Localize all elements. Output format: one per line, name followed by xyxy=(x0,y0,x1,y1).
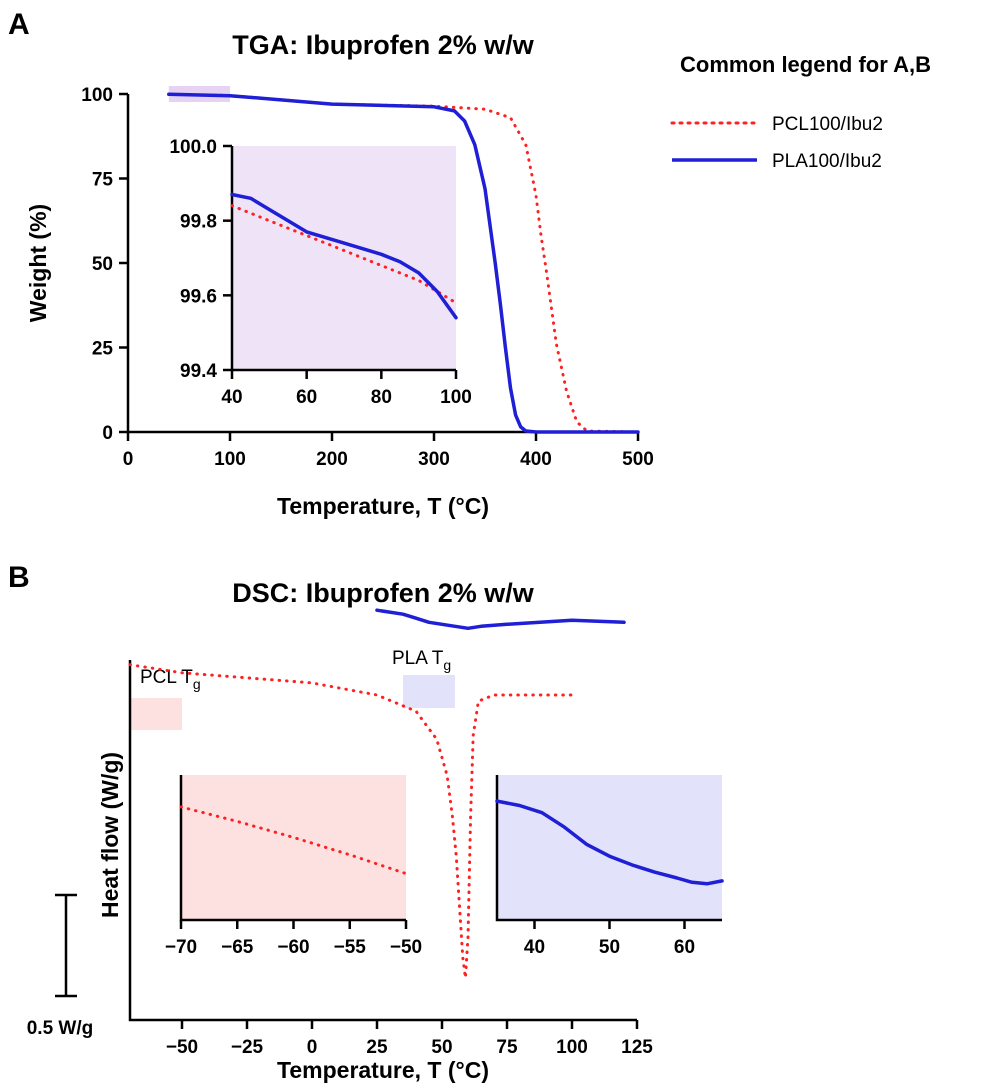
scale-bar-label: 0.5 W/g xyxy=(27,1018,94,1039)
dsc-inset-pla-axes xyxy=(495,775,722,922)
pla-tg-region xyxy=(403,675,455,708)
tga-x-axis-label: Temperature, T (°C) xyxy=(277,493,489,519)
pcl-tg-region xyxy=(130,698,182,730)
dsc-inset-pcl-series xyxy=(179,805,408,876)
panel-label-b: B xyxy=(8,561,30,594)
tga-inset-y-tick-label-1: 99.6 xyxy=(180,286,217,307)
tga-y-tick-label-2: 50 xyxy=(92,254,113,275)
dsc-x-tick-label-6: 100 xyxy=(556,1037,588,1058)
tga-x-tick-label-4: 400 xyxy=(520,449,552,470)
tga-x-tick-label-0: 0 xyxy=(123,449,134,470)
dsc-x-tick-label-0: −50 xyxy=(166,1037,198,1058)
pcl-tg-label: PCL Tg xyxy=(140,667,201,692)
dsc-x-tick-label-4: 50 xyxy=(431,1037,452,1058)
tga-inset-x-tick-label-3: 100 xyxy=(440,387,472,408)
dsc-inset-pla-background xyxy=(497,775,722,920)
scale-bar: 0.5 W/g xyxy=(27,893,94,1039)
dsc-inset-pcl-x-tick-label-2: −60 xyxy=(277,937,309,958)
dsc-x-tick-label-5: 75 xyxy=(496,1037,518,1058)
tga-y-tick-label-0: 0 xyxy=(102,423,113,444)
dsc-inset-pla-x-tick-label-1: 50 xyxy=(599,937,620,958)
tga-y-axis-label: Weight (%) xyxy=(25,204,51,322)
dsc-title: DSC: Ibuprofen 2% w/w xyxy=(232,578,535,608)
legend-pla-label: PLA100/Ibu2 xyxy=(772,151,882,172)
dsc-x-axis-label: Temperature, T (°C) xyxy=(277,1057,489,1083)
dsc-y-axis-label: Heat flow (W/g) xyxy=(97,752,123,918)
tga-inset-y-tick-label-3: 100.0 xyxy=(169,137,217,158)
dsc-inset-pla-x-tick-label-2: 60 xyxy=(674,937,695,958)
dsc-inset-pla-x-tick-label-0: 40 xyxy=(524,937,545,958)
dsc-inset-pcl-background xyxy=(181,775,406,920)
tga-x-tick-label-1: 100 xyxy=(214,449,246,470)
tga-inset-background xyxy=(232,146,456,370)
tga-x-tick-label-2: 200 xyxy=(316,449,348,470)
pla-tg-label: PLA Tg xyxy=(392,648,451,673)
tga-inset-x-tick-label-1: 60 xyxy=(296,387,317,408)
tga-y-tick-label-4: 100 xyxy=(81,85,113,106)
dsc-inset-pcl-x-tick-label-3: −55 xyxy=(334,937,367,958)
tga-inset-series-pcl xyxy=(230,204,458,305)
tga-inset-x-tick-label-2: 80 xyxy=(371,387,392,408)
tga-inset-series-pla xyxy=(230,192,458,320)
dsc-series-pla xyxy=(375,608,626,631)
panel-label-a: A xyxy=(8,8,30,41)
tga-series-pla xyxy=(167,92,640,434)
dsc-x-tick-label-3: 25 xyxy=(366,1037,388,1058)
dsc-inset-pla-series xyxy=(495,799,724,886)
dsc-x-tick-label-7: 125 xyxy=(621,1037,653,1058)
dsc-inset-pcl-x-tick-label-4: −50 xyxy=(390,937,422,958)
tga-inset-x-tick-label-0: 40 xyxy=(221,387,242,408)
tga-title: TGA: Ibuprofen 2% w/w xyxy=(232,30,534,60)
legend-pcl-label: PCL100/Ibu2 xyxy=(772,114,883,135)
dsc-axes xyxy=(128,660,637,1022)
legend-title: Common legend for A,B xyxy=(680,52,931,77)
dsc-inset-pcl-x-tick-label-0: −70 xyxy=(165,937,197,958)
tga-y-tick-label-3: 75 xyxy=(92,170,114,191)
dsc-inset-pcl-x-tick-label-1: −65 xyxy=(221,937,254,958)
tga-x-tick-label-3: 300 xyxy=(418,449,450,470)
tga-inset-y-tick-label-0: 99.4 xyxy=(180,361,217,382)
tga-inset-y-tick-label-2: 99.8 xyxy=(180,212,217,233)
legend: Common legend for A,B PCL100/Ibu2 PLA100… xyxy=(670,52,931,172)
tga-y-tick-label-1: 25 xyxy=(92,339,114,360)
tga-x-tick-label-5: 500 xyxy=(622,449,654,470)
dsc-x-tick-label-1: −25 xyxy=(231,1037,264,1058)
dsc-x-tick-label-2: 0 xyxy=(307,1037,318,1058)
